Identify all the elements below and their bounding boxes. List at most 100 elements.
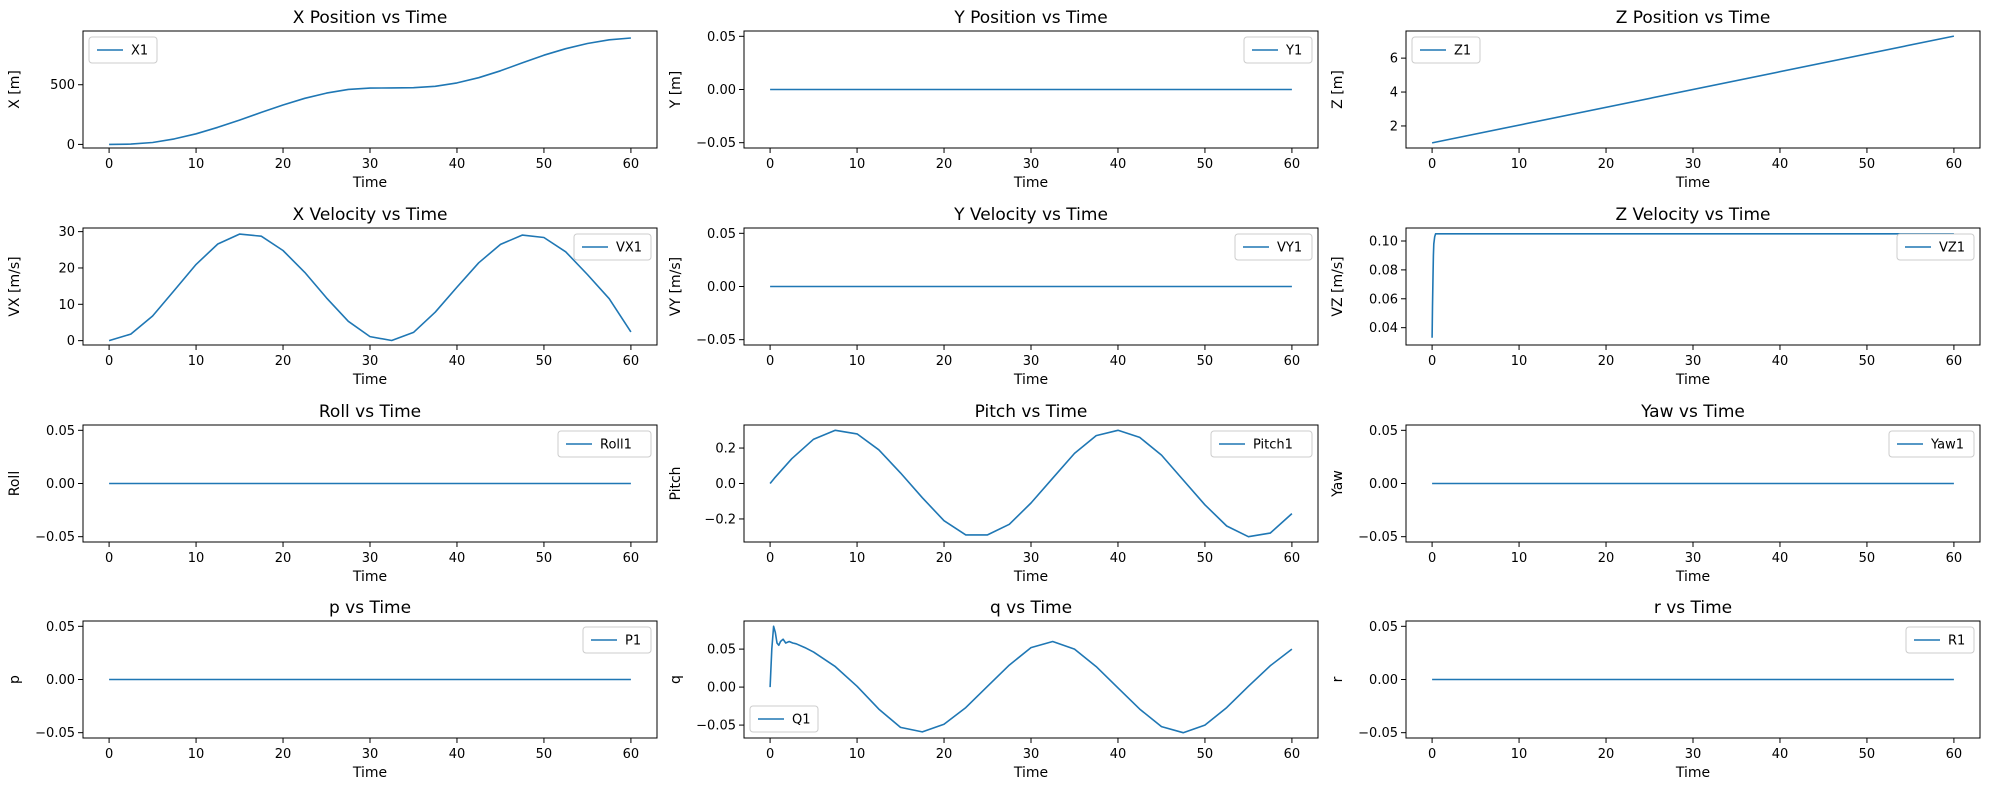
legend-entry: VX1	[616, 241, 642, 256]
x-tick-label: 40	[449, 551, 466, 566]
x-tick-label: 50	[1197, 157, 1214, 172]
x-tick-label: 30	[362, 747, 379, 762]
x-tick-label: 20	[1598, 354, 1615, 369]
legend: VZ1	[1896, 233, 1975, 261]
y-axis-label: r	[1330, 676, 1346, 682]
y-tick-label: −0.05	[696, 333, 736, 348]
x-tick-label: 10	[188, 551, 205, 566]
x-tick-label: 30	[362, 354, 379, 369]
x-tick-label: 50	[1197, 551, 1214, 566]
x-tick-label: 50	[1859, 157, 1876, 172]
subplot-5: Y Velocity vs Time 0 10 20 30 40 50 60 −0.05 0.00…	[668, 205, 1319, 388]
y-axis-label: Y [m]	[668, 71, 684, 110]
x-tick-label: 30	[1685, 157, 1702, 172]
x-tick-label: 10	[1511, 354, 1528, 369]
subplot-title: q vs Time	[990, 598, 1072, 618]
x-axis-label: Time	[1013, 569, 1048, 585]
x-tick-label: 60	[1946, 551, 1963, 566]
x-tick-label: 20	[1598, 157, 1615, 172]
legend-box	[1234, 233, 1313, 261]
x-tick-label: 10	[188, 157, 205, 172]
axes-frame	[1405, 227, 1981, 346]
y-tick-label: 0.05	[707, 30, 736, 45]
y-tick-label: −0.2	[704, 512, 736, 527]
x-tick-label: 30	[1685, 747, 1702, 762]
subplot-title: X Position vs Time	[293, 8, 448, 28]
x-tick-label: 60	[1284, 354, 1301, 369]
y-tick-label: 0.05	[46, 620, 75, 635]
subplot-title: Roll vs Time	[319, 402, 421, 422]
y-tick-label: 0.06	[1369, 292, 1398, 307]
legend: VX1	[573, 233, 652, 261]
legend-entry: P1	[625, 634, 641, 649]
x-tick-label: 20	[275, 157, 292, 172]
x-axis-label: Time	[1013, 175, 1048, 191]
x-tick-label: 0	[105, 551, 113, 566]
x-tick-label: 10	[188, 747, 205, 762]
legend: Roll1	[557, 430, 652, 458]
x-tick-label: 30	[1023, 157, 1040, 172]
y-tick-label: 0.05	[707, 643, 736, 658]
y-tick-label: 0	[67, 334, 75, 349]
legend-entry: X1	[131, 44, 148, 59]
y-tick-label: 0.2	[715, 442, 736, 457]
y-tick-label: 0.00	[46, 477, 75, 492]
y-axis-label: q	[668, 675, 684, 684]
subplot-10: p vs Time 0 10 20 30 40 50 60 −0.05 0.00 0.05 Time p…	[7, 598, 658, 781]
y-axis-label: X [m]	[7, 70, 23, 109]
x-tick-label: 50	[1197, 747, 1214, 762]
legend-entry: VZ1	[1939, 241, 1965, 256]
y-tick-label: 0.08	[1369, 263, 1398, 278]
x-tick-label: 20	[936, 354, 953, 369]
x-tick-label: 20	[275, 354, 292, 369]
y-tick-label: 0.00	[707, 280, 736, 295]
y-tick-label: −0.05	[1358, 530, 1398, 545]
axes-frame	[743, 620, 1319, 739]
legend: Y1	[1243, 36, 1313, 64]
subplot-title: X Velocity vs Time	[292, 205, 447, 225]
y-tick-label: 4	[1390, 86, 1398, 101]
subplot-title: p vs Time	[329, 598, 411, 618]
x-tick-label: 30	[362, 157, 379, 172]
y-tick-label: 0.00	[1369, 477, 1398, 492]
y-tick-label: 0.10	[1369, 235, 1398, 250]
x-tick-label: 0	[105, 157, 113, 172]
y-tick-label: −0.05	[35, 726, 75, 741]
legend-entry: Roll1	[600, 438, 632, 453]
x-tick-label: 10	[849, 747, 866, 762]
legend-entry: Z1	[1454, 44, 1471, 59]
x-tick-label: 20	[1598, 747, 1615, 762]
legend-entry: Q1	[792, 713, 811, 728]
y-axis-label: Roll	[7, 471, 23, 496]
x-tick-label: 40	[1110, 157, 1127, 172]
x-tick-label: 0	[1428, 157, 1436, 172]
x-tick-label: 0	[1428, 354, 1436, 369]
y-axis-label: VY [m/s]	[668, 257, 684, 316]
y-axis-label: VX [m/s]	[7, 256, 23, 316]
x-tick-label: 0	[766, 157, 774, 172]
x-tick-label: 40	[1772, 157, 1789, 172]
legend-box	[573, 233, 652, 261]
y-tick-label: −0.05	[35, 530, 75, 545]
y-tick-label: 0.05	[707, 227, 736, 242]
y-axis-label: Z [m]	[1330, 70, 1346, 109]
x-tick-label: 30	[1685, 354, 1702, 369]
x-tick-label: 50	[536, 157, 553, 172]
x-tick-label: 60	[1284, 157, 1301, 172]
x-tick-label: 10	[1511, 747, 1528, 762]
x-tick-label: 40	[449, 747, 466, 762]
y-tick-label: 0.05	[1369, 424, 1398, 439]
x-tick-label: 10	[1511, 551, 1528, 566]
x-tick-label: 20	[275, 747, 292, 762]
x-tick-label: 60	[1284, 551, 1301, 566]
x-tick-label: 40	[1110, 551, 1127, 566]
subplot-title: Z Position vs Time	[1616, 8, 1771, 28]
x-axis-label: Time	[352, 765, 387, 781]
legend: Z1	[1411, 36, 1481, 64]
y-tick-label: 0.00	[46, 673, 75, 688]
x-axis-label: Time	[1013, 765, 1048, 781]
x-tick-label: 40	[449, 157, 466, 172]
subplot-11: q vs Time 0 10 20 30 40 50 60 −0.05 0.00 0.05 Time q…	[668, 598, 1319, 781]
legend-entry: Pitch1	[1253, 438, 1293, 453]
x-tick-label: 50	[536, 551, 553, 566]
